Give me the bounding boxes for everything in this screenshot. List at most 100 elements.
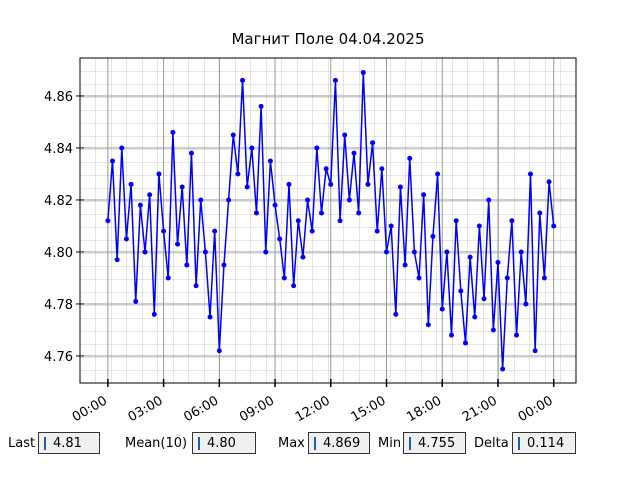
data-point	[421, 192, 427, 198]
data-point	[258, 103, 264, 109]
data-point	[397, 184, 403, 190]
data-point	[332, 77, 338, 83]
data-point	[161, 228, 167, 234]
data-point	[142, 249, 148, 255]
data-point	[165, 275, 171, 281]
data-point	[393, 311, 399, 317]
status-value[interactable]: 4.81	[38, 432, 100, 454]
data-point	[291, 283, 297, 289]
status-label: Last	[8, 436, 36, 451]
x-tick-label: 18:00	[404, 393, 444, 425]
data-point	[537, 210, 543, 216]
data-point	[527, 171, 533, 177]
data-point	[105, 218, 111, 224]
data-point	[137, 202, 143, 208]
data-point	[551, 223, 557, 229]
data-point	[356, 210, 362, 216]
data-point	[295, 218, 301, 224]
data-point	[472, 314, 478, 320]
data-point	[439, 306, 445, 312]
data-point	[379, 166, 385, 172]
x-tick-label: 15:00	[349, 393, 389, 425]
data-point	[198, 197, 204, 203]
data-point	[119, 145, 125, 151]
data-point	[175, 241, 181, 247]
data-point	[486, 197, 492, 203]
x-tick-label: 09:00	[237, 393, 277, 425]
data-point	[449, 332, 455, 338]
data-point	[523, 301, 529, 307]
data-point	[323, 166, 329, 172]
x-tick-label: 06:00	[181, 393, 221, 425]
data-point	[500, 366, 506, 372]
data-point	[476, 223, 482, 229]
status-value[interactable]: 4.869	[308, 432, 370, 454]
data-point	[495, 259, 501, 265]
data-point	[226, 197, 232, 203]
chart: Магнит Поле 04.04.2025 4.76 4.78 4.80 4.82 4…	[44, 30, 577, 425]
data-point	[411, 249, 417, 255]
data-point	[277, 236, 283, 242]
data-point	[337, 218, 343, 224]
data-point	[240, 77, 246, 83]
data-point	[156, 171, 162, 177]
data-point	[230, 132, 236, 138]
data-point	[370, 140, 376, 146]
data-point	[416, 275, 422, 281]
data-point	[402, 262, 408, 268]
data-point	[546, 179, 552, 185]
data-point	[384, 249, 390, 255]
chart-title: Магнит Поле 04.04.2025	[231, 30, 424, 48]
data-point	[504, 275, 510, 281]
x-tick-label: 03:00	[126, 393, 166, 425]
data-point	[388, 223, 394, 229]
data-point	[267, 158, 273, 164]
status-value[interactable]: 0.114	[512, 432, 576, 454]
data-point	[281, 275, 287, 281]
data-point	[202, 249, 208, 255]
data-point	[188, 150, 194, 156]
data-point	[462, 340, 468, 346]
data-point	[374, 228, 380, 234]
data-point	[244, 184, 250, 190]
data-point	[509, 218, 515, 224]
data-point	[309, 228, 315, 234]
y-tick-label: 4.80	[44, 246, 73, 261]
data-point	[444, 249, 450, 255]
x-tick-label: 12:00	[293, 393, 333, 425]
data-point	[425, 322, 431, 328]
data-point	[514, 332, 520, 338]
status-label: Min	[378, 436, 402, 451]
x-tick-label: 00:00	[516, 393, 556, 425]
data-point	[481, 296, 487, 302]
y-tick-label: 4.78	[44, 298, 73, 313]
data-point	[128, 181, 134, 187]
data-point	[133, 298, 139, 304]
status-value[interactable]: 4.755	[403, 432, 466, 454]
data-point	[184, 262, 190, 268]
data-point	[114, 257, 120, 263]
data-point	[221, 262, 227, 268]
data-point	[300, 254, 306, 260]
data-point	[249, 145, 255, 151]
data-point	[179, 184, 185, 190]
data-point	[263, 249, 269, 255]
data-point	[467, 254, 473, 260]
data-point	[351, 150, 357, 156]
data-point	[110, 158, 116, 164]
data-point	[147, 192, 153, 198]
data-point	[207, 314, 213, 320]
data-point	[453, 218, 459, 224]
status-value[interactable]: 4.80	[192, 432, 256, 454]
data-point	[518, 249, 524, 255]
y-tick-label: 4.82	[44, 194, 73, 209]
data-point	[532, 348, 538, 354]
data-point	[216, 348, 222, 354]
data-point	[193, 283, 199, 289]
data-point	[435, 171, 441, 177]
y-tick-label: 4.86	[44, 90, 73, 105]
data-point	[151, 311, 157, 317]
data-point	[305, 197, 311, 203]
data-point	[318, 210, 324, 216]
